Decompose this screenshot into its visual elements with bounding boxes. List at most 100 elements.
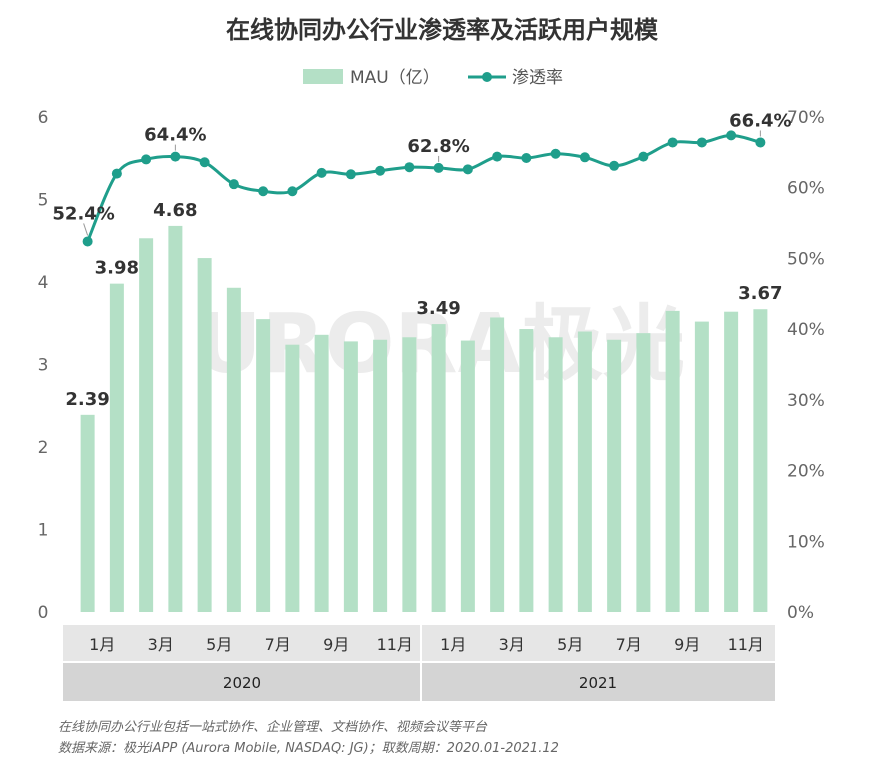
bar — [314, 334, 329, 612]
footnote-source: 数据来源：极光iAPP (Aurora Mobile, NASDAQ: JG)；… — [58, 741, 559, 756]
legend-bar-label: MAU（亿） — [350, 68, 440, 88]
bar — [285, 344, 300, 612]
y-left-tick: 0 — [38, 603, 49, 623]
bar — [724, 311, 739, 612]
x-tick: 5月 — [557, 635, 583, 654]
rate-point — [82, 236, 93, 247]
rate-point — [696, 137, 707, 148]
y-left-axis: 0 1 2 3 4 5 6 — [38, 108, 49, 623]
legend: MAU（亿） 渗透率 — [303, 68, 563, 88]
bar — [577, 331, 592, 612]
bar — [109, 283, 124, 612]
legend-line-label: 渗透率 — [512, 68, 563, 88]
x-tick: 3月 — [148, 635, 174, 654]
rate-point — [521, 153, 532, 164]
rate-point — [609, 160, 620, 171]
rate-point — [375, 165, 386, 176]
bar — [460, 340, 475, 612]
x-tick: 5月 — [206, 635, 232, 654]
bar — [607, 339, 622, 612]
rate-point — [345, 169, 356, 180]
line-label: 52.4% — [52, 203, 114, 224]
y-left-tick: 2 — [38, 438, 49, 458]
bar — [168, 225, 183, 612]
y-right-tick: 0% — [787, 603, 814, 623]
x-tick: 7月 — [616, 635, 642, 654]
bar — [753, 309, 768, 612]
year-band — [63, 663, 775, 701]
line-label: 64.4% — [144, 125, 206, 146]
bar — [519, 329, 534, 612]
y-left-tick: 6 — [38, 108, 49, 128]
rate-point — [433, 162, 444, 173]
rate-point — [550, 148, 561, 159]
year-label-2021: 2021 — [579, 674, 617, 692]
x-tick: 1月 — [440, 635, 466, 654]
bar — [665, 310, 680, 612]
rate-point — [316, 167, 327, 178]
y-right-tick: 60% — [787, 179, 825, 199]
x-tick: 3月 — [499, 635, 525, 654]
rate-point — [579, 152, 590, 163]
chart-title: 在线协同办公行业渗透率及活跃用户规模 — [226, 16, 659, 44]
x-axis: 1月 3月 5月 7月 9月 11月 1月 3月 5月 7月 9月 11月 2020 2021 — [63, 625, 775, 701]
bar-label: 2.39 — [65, 389, 109, 410]
rate-point — [667, 137, 678, 148]
rate-point — [404, 162, 415, 173]
x-tick: 1月 — [89, 635, 115, 654]
bar — [373, 339, 388, 612]
rate-point — [228, 179, 239, 190]
y-right-tick: 70% — [787, 108, 825, 128]
x-tick: 7月 — [265, 635, 291, 654]
y-right-tick: 10% — [787, 532, 825, 552]
rate-point — [462, 164, 473, 175]
rate-point — [141, 154, 152, 165]
line-label: 62.8% — [407, 136, 469, 157]
bar — [343, 341, 358, 612]
line-label: 66.4% — [729, 110, 791, 131]
y-right-tick: 40% — [787, 320, 825, 340]
x-tick: 11月 — [728, 635, 764, 654]
y-left-tick: 1 — [38, 521, 49, 541]
bar — [80, 414, 95, 612]
x-tick: 9月 — [674, 635, 700, 654]
rate-point — [111, 168, 122, 179]
bar-label: 3.67 — [738, 283, 782, 304]
bar-label: 3.49 — [416, 298, 460, 319]
bar — [694, 321, 709, 612]
y-left-tick: 5 — [38, 191, 49, 211]
rate-point — [170, 151, 181, 162]
x-tick: 11月 — [377, 635, 413, 654]
y-right-axis: 0% 10% 20% 30% 40% 50% 60% 70% — [787, 108, 825, 623]
bar — [548, 337, 563, 612]
bar — [402, 337, 417, 612]
rate-point — [287, 186, 298, 197]
bar — [139, 238, 154, 612]
year-label-2020: 2020 — [223, 674, 261, 692]
bar — [490, 317, 505, 612]
line-label-leader — [83, 223, 89, 236]
y-left-tick: 4 — [38, 273, 49, 293]
legend-bar-swatch — [303, 69, 343, 84]
bar-label: 3.98 — [95, 258, 139, 279]
x-tick-labels: 1月 3月 5月 7月 9月 11月 1月 3月 5月 7月 9月 11月 — [89, 635, 764, 654]
y-right-tick: 30% — [787, 391, 825, 411]
rate-point — [258, 186, 269, 197]
bar-label: 4.68 — [153, 200, 197, 221]
bar — [256, 319, 271, 612]
x-axis-band — [63, 625, 775, 661]
x-tick: 9月 — [323, 635, 349, 654]
y-left-tick: 3 — [38, 356, 49, 376]
legend-line-marker — [482, 72, 492, 82]
bar — [226, 287, 241, 612]
footnote-scope: 在线协同办公行业包括一站式协作、企业管理、文档协作、视频会议等平台 — [58, 719, 488, 735]
y-right-tick: 20% — [787, 462, 825, 482]
rate-point — [199, 157, 210, 168]
rate-point — [638, 151, 649, 162]
y-right-tick: 50% — [787, 249, 825, 269]
rate-point — [492, 151, 503, 162]
bar-series — [80, 225, 768, 612]
rate-point — [726, 130, 737, 141]
bar — [197, 258, 212, 612]
